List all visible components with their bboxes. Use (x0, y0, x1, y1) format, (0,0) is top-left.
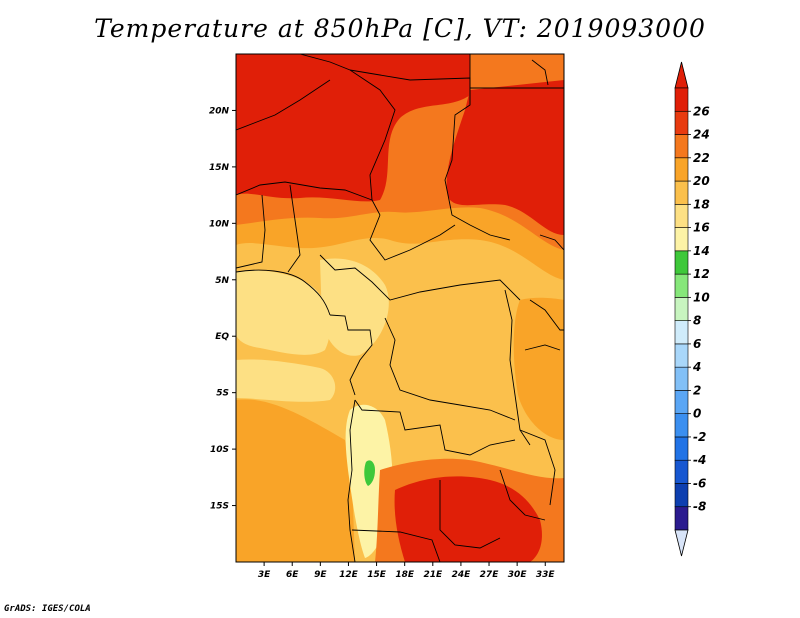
field-congo (320, 258, 389, 356)
y-tick-label: 5S (216, 389, 229, 399)
colorbar-over-triangle (674, 61, 689, 89)
border-line (236, 269, 331, 316)
border-line (236, 194, 266, 269)
border-line (299, 54, 396, 216)
border-line (504, 289, 531, 446)
field-southern-hot (394, 476, 542, 562)
colorbar-label: 6 (693, 337, 701, 351)
x-tick-label: 21E (423, 570, 443, 580)
border-line (531, 59, 549, 86)
x-tick-label: 33E (536, 570, 556, 580)
border-line (351, 529, 441, 562)
colorbar-label: -4 (693, 453, 706, 467)
border-line (329, 314, 373, 396)
border-line (369, 214, 456, 261)
colorbar-swatch (674, 110, 689, 135)
border-line (499, 469, 546, 521)
border-line (347, 399, 356, 562)
colorbar-label: -2 (693, 430, 706, 444)
colorbar-swatch (674, 436, 689, 461)
colorbar-label: -6 (693, 476, 706, 490)
colorbar-label: -8 (693, 500, 706, 514)
x-tick-label: 3E (258, 570, 271, 580)
colorbar-label: 24 (693, 128, 710, 142)
field-north-hot-west (236, 54, 470, 202)
x-tick-label: 12E (339, 570, 359, 580)
colorbar-under-triangle (674, 529, 689, 557)
colorbar-swatch (674, 273, 689, 298)
colorbar-swatch (674, 250, 689, 275)
colorbar-label: 20 (693, 174, 710, 188)
map-field (236, 54, 564, 562)
border-line (539, 234, 564, 251)
y-tick-label: 20N (209, 106, 230, 116)
border-line (319, 254, 521, 301)
border-line (354, 399, 516, 456)
field-west-coast (236, 270, 330, 355)
colorbar-label: 10 (693, 290, 710, 304)
colorbar-swatch (674, 134, 689, 159)
border-line (439, 480, 501, 549)
border-line (287, 184, 301, 273)
border-line (236, 181, 373, 201)
x-tick-label: 30E (508, 570, 528, 580)
border-line (529, 299, 564, 331)
border-line (236, 79, 331, 131)
colorbar-label: 14 (693, 244, 710, 258)
field-angola-core (364, 460, 375, 486)
x-tick-label: 27E (480, 570, 500, 580)
y-tick-label: 5N (215, 276, 229, 286)
colorbar-swatch (674, 343, 689, 368)
y-tick-label: 15S (210, 502, 229, 512)
field-gulf (236, 359, 336, 402)
map-frame (235, 53, 565, 563)
x-tick-label: 6E (286, 570, 299, 580)
colorbar-label: 12 (693, 267, 710, 281)
colorbar-label: 2 (693, 383, 701, 397)
x-tick-label: 18E (395, 570, 415, 580)
colorbar-swatch (674, 87, 689, 112)
y-tick-label: EQ (215, 332, 229, 342)
y-tick-label: 10N (209, 219, 230, 229)
chart-title: Temperature at 850hPa [C], VT: 201909300… (94, 14, 706, 43)
field-east-strip (513, 297, 564, 440)
border-line (384, 317, 516, 421)
colorbar-label: 18 (693, 197, 710, 211)
x-tick-label: 9E (314, 570, 327, 580)
x-tick-label: 24E (452, 570, 472, 580)
x-axis: 3E 6E 9E 12E 15E 18E 21E 24E 27E 30E 33E (258, 562, 556, 580)
colorbar-swatch (674, 157, 689, 182)
colorbar-label: 0 (693, 407, 701, 421)
colorbar-label: 26 (693, 104, 710, 118)
colorbar-swatch (674, 390, 689, 414)
y-axis: 20N 15N 10N 5N EQ 5S 10S 15S (209, 106, 236, 512)
chart-svg: 3E 6E 9E 12E 15E 18E 21E 24E 27E 30E 33E 20N 15N 10N… (209, 53, 710, 580)
border-line (444, 54, 511, 241)
colorbar-swatch (674, 366, 689, 391)
borders (236, 54, 564, 562)
colorbar-swatch (674, 413, 689, 438)
x-tick-label: 15E (367, 570, 387, 580)
colorbar-label: 8 (693, 314, 701, 328)
field-north-hot-east (446, 80, 564, 235)
y-tick-label: 10S (210, 445, 229, 455)
border-line (519, 429, 556, 506)
colorbar-swatch (674, 297, 689, 321)
colorbar-swatch (674, 320, 689, 345)
colorbar-swatch (674, 459, 689, 484)
y-tick-label: 15N (209, 163, 230, 173)
colorbar-label: 22 (693, 151, 710, 165)
colorbar-swatch (674, 483, 689, 508)
colorbar-swatch (674, 204, 689, 228)
colorbar-label: 16 (693, 221, 710, 235)
colorbar-swatch (674, 506, 689, 531)
border-line (524, 344, 561, 351)
colorbar-swatch (674, 180, 689, 205)
footer-credit: GrADS: IGES/COLA (4, 604, 91, 614)
colorbar-label: 4 (692, 360, 701, 374)
field-south-atlantic (236, 399, 355, 562)
colorbar-swatch (674, 227, 689, 252)
